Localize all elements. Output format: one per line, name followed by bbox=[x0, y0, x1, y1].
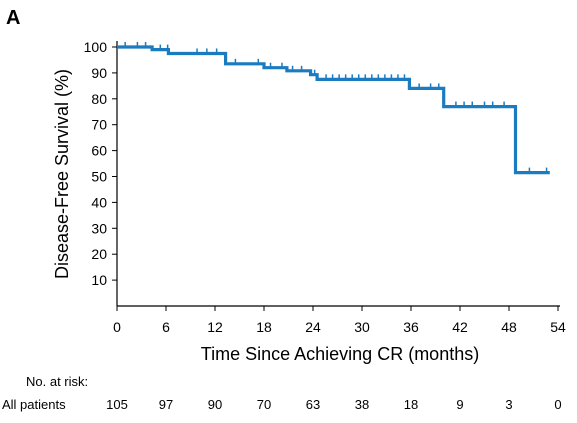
y-tick-label: 10 bbox=[91, 272, 107, 288]
y-tick-label: 70 bbox=[91, 117, 107, 133]
y-tick-label: 90 bbox=[91, 65, 107, 81]
panel-label: A bbox=[6, 7, 20, 29]
y-tick-label: 20 bbox=[91, 246, 107, 262]
x-axis-title: Time Since Achieving CR (months) bbox=[201, 344, 479, 364]
x-tick-label: 42 bbox=[452, 319, 468, 335]
risk-table-value: 97 bbox=[159, 397, 173, 412]
x-tick-label: 24 bbox=[305, 319, 321, 335]
x-tick-label: 54 bbox=[550, 319, 566, 335]
x-tick-label: 6 bbox=[162, 319, 170, 335]
x-tick-label: 48 bbox=[501, 319, 517, 335]
risk-table-value: 105 bbox=[106, 397, 128, 412]
risk-table-value: 18 bbox=[404, 397, 418, 412]
plot-area bbox=[117, 42, 550, 175]
x-tick-label: 12 bbox=[207, 319, 223, 335]
axes: 10 20 30 40 50 60 70 80 90 100 0 6 12 18 24 30 36 42 48 54 bbox=[84, 39, 566, 335]
survival-curve bbox=[117, 45, 550, 175]
x-tick-label: 18 bbox=[256, 319, 272, 335]
y-tick-label: 80 bbox=[91, 91, 107, 107]
risk-table-value: 0 bbox=[554, 397, 561, 412]
risk-table-value: 63 bbox=[306, 397, 320, 412]
risk-table-values: 105 97 90 70 63 38 18 9 3 0 bbox=[106, 397, 561, 412]
y-tick-label: 60 bbox=[91, 143, 107, 159]
risk-table-value: 38 bbox=[355, 397, 369, 412]
risk-table-title: No. at risk: bbox=[26, 374, 88, 389]
y-axis-title: Disease-Free Survival (%) bbox=[52, 69, 72, 279]
x-tick-label: 0 bbox=[113, 319, 121, 335]
y-tick-label: 40 bbox=[91, 194, 107, 210]
risk-table-row-label: All patients bbox=[2, 397, 66, 412]
risk-table-value: 9 bbox=[456, 397, 463, 412]
risk-table-value: 3 bbox=[505, 397, 512, 412]
risk-table-value: 70 bbox=[257, 397, 271, 412]
y-tick-label: 100 bbox=[84, 39, 108, 55]
risk-table-value: 90 bbox=[208, 397, 222, 412]
x-tick-label: 30 bbox=[354, 319, 370, 335]
y-tick-label: 30 bbox=[91, 220, 107, 236]
y-tick-label: 50 bbox=[91, 169, 107, 185]
x-tick-label: 36 bbox=[403, 319, 419, 335]
